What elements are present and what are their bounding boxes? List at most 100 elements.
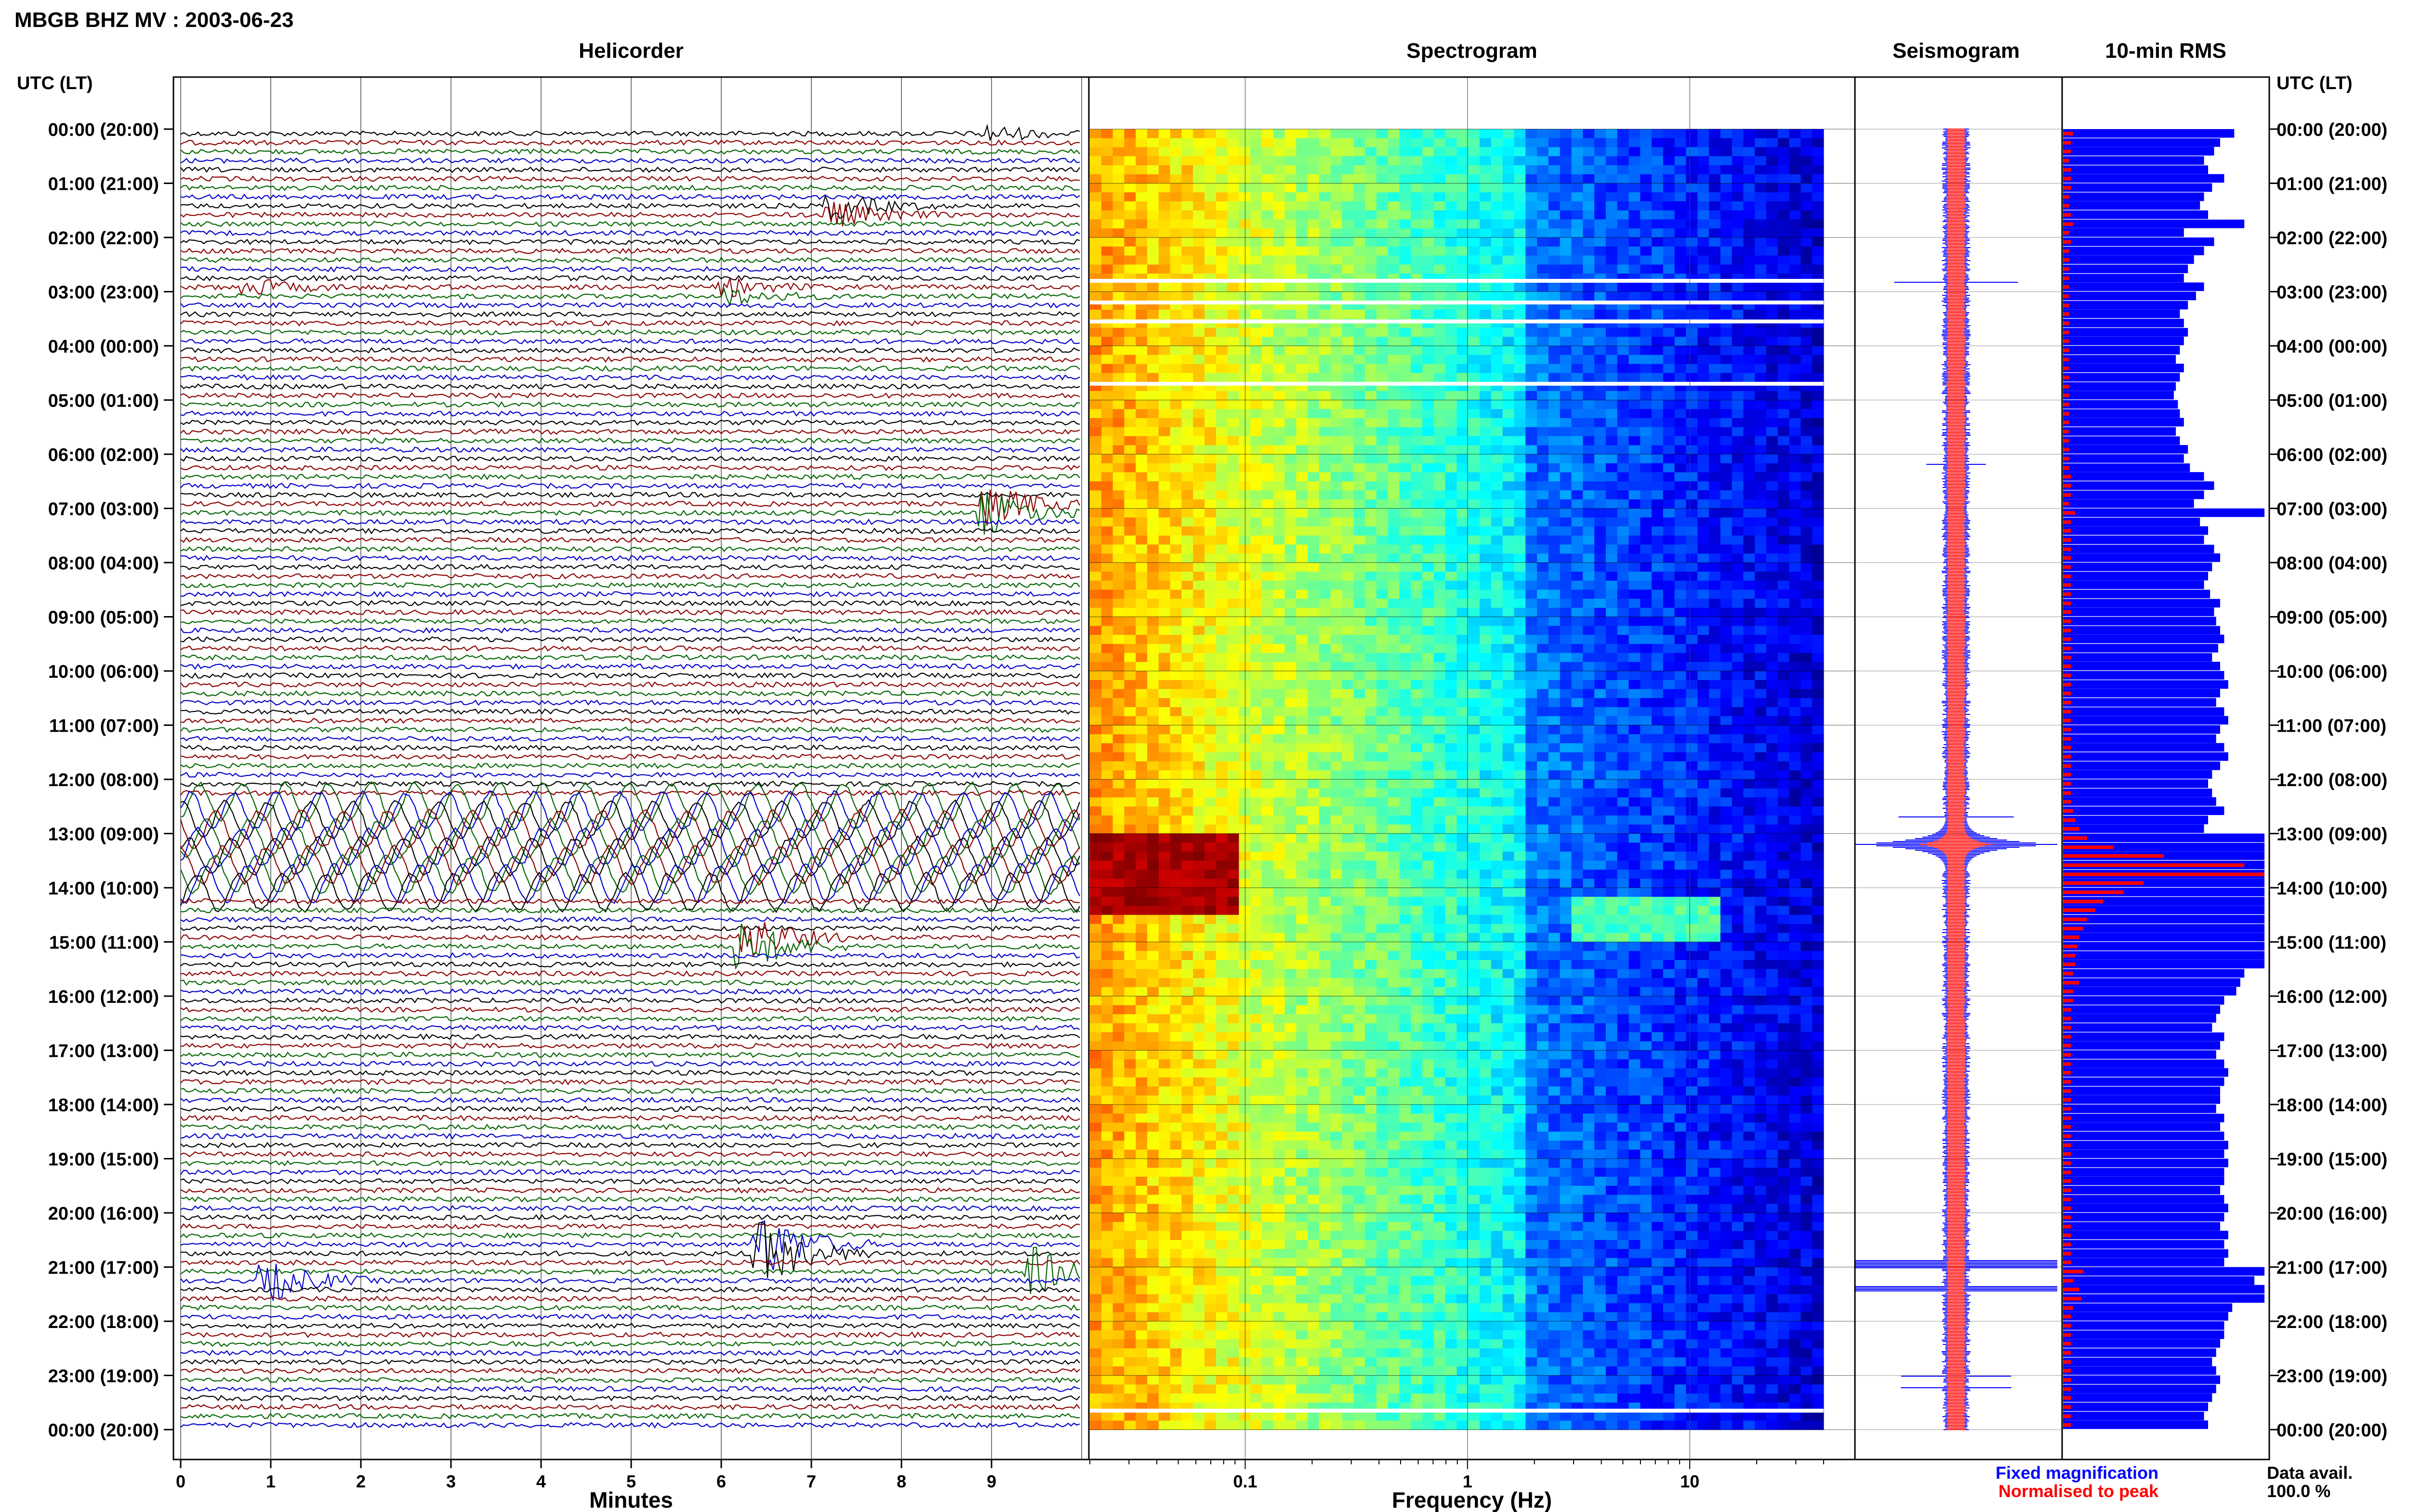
spectrogram-cell: [1181, 662, 1193, 671]
spectrogram-cell: [1399, 544, 1411, 554]
spectrogram-cell: [1491, 544, 1503, 554]
spectrogram-cell: [1445, 644, 1457, 654]
spectrogram-cell: [1433, 635, 1446, 644]
spectrogram-cell: [1674, 210, 1686, 220]
spectrogram-cell: [1468, 156, 1480, 166]
spectrogram-cell: [1560, 291, 1572, 301]
spectrogram-cell: [1674, 734, 1686, 744]
spectrogram-cell: [1560, 797, 1572, 807]
spectrogram-cell: [1193, 156, 1205, 166]
spectrogram-cell: [1766, 698, 1778, 708]
spectrogram-cell: [1491, 346, 1503, 355]
spectrogram-cell: [1480, 508, 1492, 518]
spectrogram-cell: [1284, 337, 1297, 346]
spectrogram-cell: [1445, 472, 1457, 482]
spectrogram-cell: [1227, 761, 1239, 771]
spectrogram-cell: [1239, 210, 1251, 220]
spectrogram-cell: [1720, 517, 1733, 527]
spectrogram-cell: [1652, 328, 1664, 337]
spectrogram-cell: [1112, 364, 1125, 373]
spectrogram-cell: [1571, 310, 1583, 319]
spectrogram-cell: [1273, 291, 1285, 301]
spectrogram-cell: [1697, 364, 1709, 373]
spectrogram-cell: [1284, 156, 1297, 166]
spectrogram-cell: [1766, 544, 1778, 554]
spectrogram-cell: [1158, 590, 1171, 599]
helicorder-trace: [180, 1331, 1080, 1339]
spectrogram-cell: [1262, 707, 1274, 717]
spectrogram-cell: [1502, 680, 1515, 690]
spectrogram-cell: [1353, 725, 1365, 735]
spectrogram-cell: [1296, 698, 1308, 708]
spectrogram-cell: [1720, 481, 1733, 491]
spectrogram-cell: [1766, 517, 1778, 527]
spectrogram-cell: [1560, 409, 1572, 419]
spectrogram-cell: [1353, 472, 1365, 482]
spectrogram-cell: [1101, 490, 1113, 500]
spectrogram-cell: [1777, 346, 1790, 355]
figure-title: MBGB BHZ MV : 2003-06-23: [14, 8, 293, 32]
spectrogram-cell: [1709, 671, 1721, 681]
spectrogram-cell: [1411, 291, 1423, 301]
spectrogram-cell: [1193, 526, 1205, 536]
spectrogram-cell: [1170, 156, 1182, 166]
helicorder-trace: [180, 166, 1080, 173]
spectrogram-cell: [1548, 626, 1561, 635]
spectrogram-cell: [1284, 373, 1297, 382]
spectrogram-cell: [1227, 427, 1239, 437]
spectrogram-cell: [1812, 364, 1824, 373]
spectrogram-cell: [1388, 571, 1400, 581]
spectrogram-cell: [1583, 698, 1595, 708]
spectrogram-cell: [1376, 806, 1389, 816]
spectrogram-cell: [1273, 779, 1285, 789]
spectrogram-cell: [1158, 788, 1171, 798]
spectrogram-cell: [1112, 761, 1125, 771]
spectrogram-cell: [1571, 716, 1583, 726]
spectrogram-cell: [1548, 427, 1561, 437]
spectrogram-cell: [1365, 463, 1377, 473]
spectrogram-cell: [1250, 526, 1262, 536]
spectrogram-cell: [1789, 698, 1801, 708]
spectrogram-cell: [1204, 454, 1217, 464]
spectrogram-cell: [1308, 535, 1320, 545]
spectrogram-cell: [1617, 454, 1629, 464]
spectrogram-cell: [1766, 671, 1778, 681]
spectrogram-cell: [1686, 680, 1698, 690]
spectrogram-cell: [1433, 779, 1446, 789]
spectrogram-cell: [1227, 237, 1239, 247]
spectrogram-cell: [1262, 138, 1274, 148]
spectrogram-cell: [1617, 310, 1629, 319]
spectrogram-cell: [1273, 617, 1285, 626]
spectrogram-cell: [1296, 427, 1308, 437]
spectrogram-cell: [1136, 517, 1148, 527]
spectrogram-cell: [1720, 707, 1733, 717]
spectrogram-cell: [1480, 743, 1492, 753]
spectrogram-cell: [1181, 743, 1193, 753]
spectrogram-cell: [1422, 364, 1434, 373]
spectrogram-cell: [1583, 788, 1595, 798]
spectrogram-cell: [1743, 409, 1755, 419]
spectrogram-cell: [1697, 553, 1709, 563]
spectrogram-cell: [1388, 409, 1400, 419]
spectrogram-cell: [1755, 282, 1767, 292]
spectrogram-cell: [1800, 246, 1813, 256]
spectrogram-cell: [1571, 445, 1583, 455]
spectrogram-cell: [1445, 671, 1457, 681]
spectrogram-cell: [1388, 725, 1400, 735]
spectrogram-cell: [1663, 147, 1675, 157]
spectrogram-cell: [1755, 788, 1767, 798]
spectrogram-cell: [1365, 337, 1377, 346]
spectrogram-cell: [1663, 752, 1675, 762]
spectrogram-cell: [1158, 310, 1171, 319]
spectrogram-cell: [1112, 291, 1125, 301]
spectrogram-cell: [1456, 590, 1469, 599]
spectrogram-cell: [1755, 743, 1767, 753]
spectrogram-cell: [1308, 346, 1320, 355]
spectrogram-cell: [1583, 617, 1595, 626]
spectrogram-cell: [1433, 246, 1446, 256]
spectrogram-cell: [1204, 409, 1217, 419]
spectrogram-cell: [1112, 590, 1125, 599]
spectrogram-cell: [1204, 310, 1217, 319]
spectrogram-cell: [1101, 355, 1113, 365]
spectrogram-cell: [1181, 653, 1193, 662]
